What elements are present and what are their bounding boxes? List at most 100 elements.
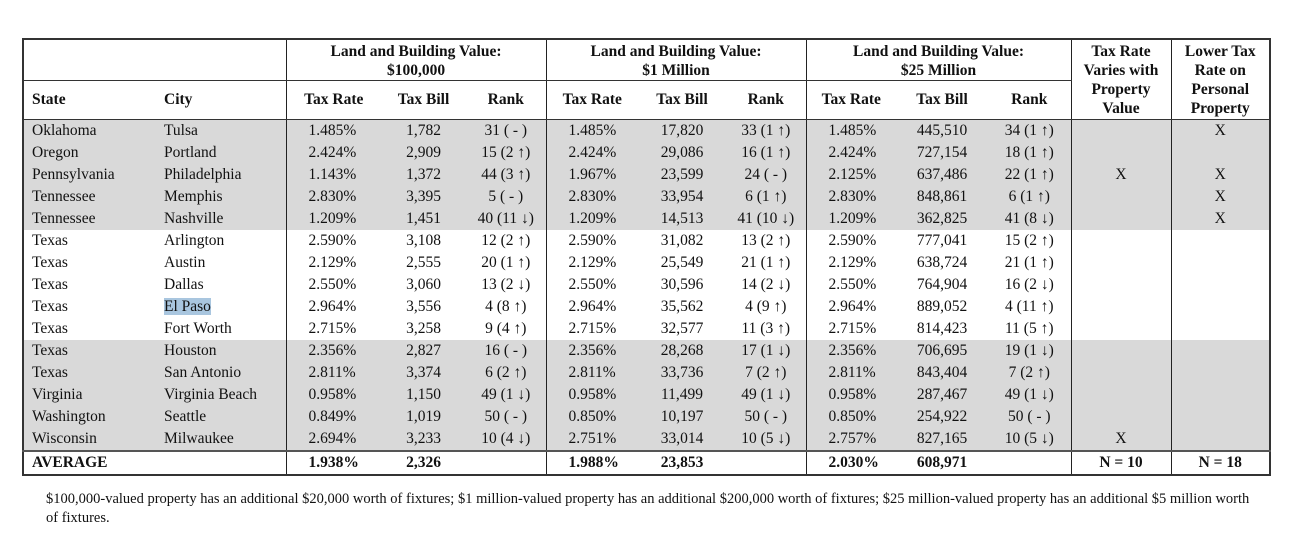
tax-rate-cell: 2.830% xyxy=(285,186,381,208)
tax-rate-cell: 2.964% xyxy=(285,296,381,318)
lower-rate-cell xyxy=(1170,274,1270,296)
city-cell: San Antonio xyxy=(156,362,286,384)
tax-bill-cell: 11,499 xyxy=(638,384,726,406)
state-cell: Pennsylvania xyxy=(23,164,156,186)
tax-rate-cell: 2.715% xyxy=(285,318,381,340)
lower-rate-cell xyxy=(1170,318,1270,340)
state-cell: Tennessee xyxy=(23,186,156,208)
table-row: Tennessee Nashville 1.209% 1,451 40 (11 ↓) 1.… xyxy=(23,208,1270,230)
lower-rate-cell xyxy=(1170,230,1270,252)
header-rank: Rank xyxy=(726,80,806,120)
tax-rate-cell: 2.811% xyxy=(805,362,896,384)
lower-rate-cell xyxy=(1170,406,1270,428)
tax-bill-cell: 3,395 xyxy=(381,186,466,208)
tax-bill-cell: 32,577 xyxy=(660,320,704,337)
tax-bill-cell: 14,513 xyxy=(638,208,726,230)
city-cell: Dallas xyxy=(156,274,286,296)
tax-rate-cell: 2.356% xyxy=(285,340,381,362)
tax-bill-cell: 1,372 xyxy=(381,164,466,186)
rank-cell: 6 (1 ↑) xyxy=(726,186,806,208)
city-name: Milwaukee xyxy=(164,430,234,447)
state-cell: Washington xyxy=(23,406,156,428)
average-row: AVERAGE 1.938% 2,326 1.988% 23,853 2.030% 608,… xyxy=(23,450,1270,475)
lower-rate-cell xyxy=(1170,252,1270,274)
tax-bill-cell: 1,782 xyxy=(381,119,466,142)
tax-rate-cell: 0.849% xyxy=(285,406,381,428)
rank-cell: 17 (1 ↓) xyxy=(726,340,806,362)
tax-bill-cell: 889,052 xyxy=(916,298,968,315)
tax-rate-cell: 0.850% xyxy=(545,406,638,428)
city-name: Philadelphia xyxy=(164,166,242,183)
city-name: Virginia Beach xyxy=(164,386,258,403)
table-row: Pennsylvania Philadelphia 1.143% 1,372 44 (3… xyxy=(23,164,1270,186)
footnote: $100,000-valued property has an addition… xyxy=(46,491,1250,526)
tax-rate-cell: 2.129% xyxy=(285,252,381,274)
tax-bill-cell: 827,165 xyxy=(896,428,988,451)
state-cell: Oklahoma xyxy=(23,119,156,142)
lower-rate-cell xyxy=(1170,362,1270,384)
table-row: Oregon Portland 2.424% 2,909 15 (2 ↑) 2.424% 2… xyxy=(23,142,1270,164)
rank-cell: 12 (2 ↑) xyxy=(481,232,531,249)
city-name: Memphis xyxy=(164,188,223,205)
tax-rate-cell: 1.209% xyxy=(545,208,638,230)
table-row: Texas San Antonio 2.811% 3,374 6 (2 ↑) 2.811%… xyxy=(23,362,1270,384)
rank-cell: 9 (4 ↑) xyxy=(485,320,527,337)
lower-rate-cell xyxy=(1170,384,1270,406)
rank-cell: 40 (11 ↓) xyxy=(466,208,546,230)
header-state: State xyxy=(23,80,156,120)
tax-rate-cell: 2.590% xyxy=(805,230,896,252)
tax-rate-cell: 1.209% xyxy=(285,208,381,230)
tax-bill-cell: 3,108 xyxy=(406,232,441,249)
header-lower-rate: Lower Tax Rate on Personal Property xyxy=(1170,39,1270,120)
header-city: City xyxy=(156,80,286,120)
rate-varies-cell xyxy=(1070,340,1171,362)
tax-bill-cell: 3,556 xyxy=(406,298,441,315)
rank-cell: 16 ( - ) xyxy=(466,340,546,362)
tax-rate-cell: 2.550% xyxy=(805,274,896,296)
tax-bill-cell: 35,562 xyxy=(660,298,704,315)
tax-rate-cell: 2.129% xyxy=(805,252,896,274)
rank-cell: 6 (2 ↑) xyxy=(466,362,546,384)
city-name: Austin xyxy=(164,254,206,271)
rate-varies-cell xyxy=(1070,230,1171,252)
tax-rate-cell: 2.715% xyxy=(545,318,638,340)
tax-bill-cell: 777,041 xyxy=(916,232,968,249)
rank-cell: 7 (2 ↑) xyxy=(726,362,806,384)
header-tax-rate: Tax Rate xyxy=(545,80,638,120)
rank-cell: 13 (2 ↑) xyxy=(741,232,791,249)
table-row: Texas Dallas 2.550% 3,060 13 (2 ↓) 2.550% 30,5… xyxy=(23,274,1270,296)
city-cell: Seattle xyxy=(156,406,286,428)
tax-bill-cell: 764,904 xyxy=(916,276,968,293)
tax-bill-cell: 2,909 xyxy=(381,142,466,164)
rank-cell: 41 (8 ↓) xyxy=(988,208,1071,230)
rank-cell: 15 (2 ↑) xyxy=(466,142,546,164)
city-name: Dallas xyxy=(164,276,204,293)
tax-bill-cell: 30,596 xyxy=(660,276,704,293)
rate-varies-cell: X xyxy=(1070,428,1171,451)
city-name: San Antonio xyxy=(164,364,242,381)
lower-rate-cell: X xyxy=(1170,164,1270,186)
tax-rate-cell: 2.424% xyxy=(545,142,638,164)
tax-bill-cell: 445,510 xyxy=(896,119,988,142)
rank-cell: 7 (2 ↑) xyxy=(988,362,1071,384)
tax-rate-cell: 2.964% xyxy=(805,296,896,318)
city-cell: Tulsa xyxy=(156,119,286,142)
tax-bill-cell: 3,258 xyxy=(406,320,441,337)
rate-varies-cell xyxy=(1070,186,1171,208)
city-cell: Memphis xyxy=(156,186,286,208)
rank-cell: 6 (1 ↑) xyxy=(988,186,1071,208)
city-cell: Fort Worth xyxy=(156,318,286,340)
state-cell: Wisconsin xyxy=(23,428,156,451)
rank-cell: 11 (5 ↑) xyxy=(1005,320,1054,337)
city-name: Seattle xyxy=(164,408,207,425)
tax-bill-cell: 254,922 xyxy=(896,406,988,428)
avg-rank xyxy=(988,450,1071,475)
tax-bill-cell: 23,599 xyxy=(638,164,726,186)
tax-rate-cell: 2.964% xyxy=(545,296,638,318)
city-name: Portland xyxy=(164,144,217,161)
city-cell: Milwaukee xyxy=(156,428,286,451)
table-row: Texas Austin 2.129% 2,555 20 (1 ↑) 2.129% 25,5… xyxy=(23,252,1270,274)
lower-rate-cell xyxy=(1170,296,1270,318)
city-name[interactable]: El Paso xyxy=(164,298,211,315)
tax-bill-cell: 1,019 xyxy=(381,406,466,428)
